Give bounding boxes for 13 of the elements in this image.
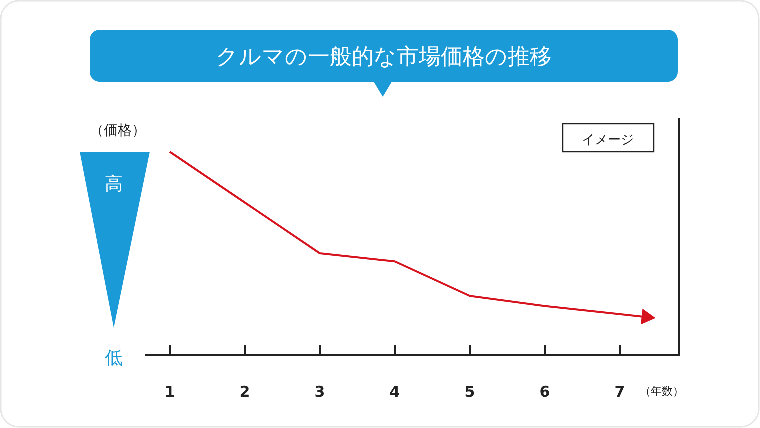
x-tick-label: 7 bbox=[614, 383, 626, 401]
y-axis-title: （価格） bbox=[90, 123, 146, 139]
x-tick-label: 3 bbox=[314, 383, 326, 401]
x-tick-label: 6 bbox=[540, 383, 550, 401]
x-tick-label: 4 bbox=[390, 383, 400, 401]
chart-title: クルマの一般的な市場価格の推移 bbox=[216, 45, 552, 70]
text: 低 bbox=[105, 348, 123, 369]
x-axis-title: （年数） bbox=[640, 385, 684, 398]
text: イメージ bbox=[582, 133, 634, 148]
x-tick-label: 1 bbox=[164, 383, 176, 401]
x-tick-label: 5 bbox=[464, 383, 476, 401]
text: 高 bbox=[105, 174, 123, 195]
x-tick-label: 2 bbox=[240, 383, 250, 401]
